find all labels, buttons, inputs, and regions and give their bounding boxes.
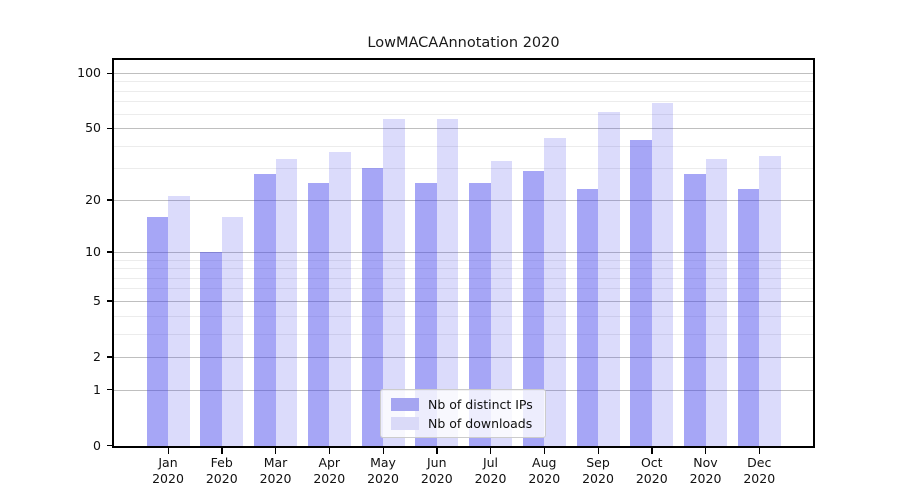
minor-gridline	[114, 90, 813, 92]
x-tick-mark	[436, 448, 438, 454]
minor-gridline	[114, 113, 813, 115]
legend-label-downloads: Nb of downloads	[428, 416, 533, 431]
x-tick-mark	[275, 448, 277, 454]
x-tick-mark	[490, 448, 492, 454]
x-tick-mark	[597, 448, 599, 454]
x-tick-label: Dec 2020	[743, 455, 776, 486]
legend-item-downloads: Nb of downloads	[391, 414, 537, 433]
x-tick-label: Sep 2020	[582, 455, 614, 486]
x-tick-label: Feb 2020	[205, 455, 238, 486]
bar-distinct-ips	[307, 182, 330, 446]
x-tick-label: May 2020	[367, 455, 399, 486]
y-tick-mark	[107, 251, 113, 253]
x-tick-mark	[651, 448, 653, 454]
x-tick-mark	[221, 448, 223, 454]
minor-gridline	[114, 288, 813, 290]
minor-gridline	[114, 315, 813, 317]
bar-distinct-ips	[737, 188, 760, 446]
bar-downloads	[168, 196, 190, 446]
y-tick-label: 20	[85, 191, 101, 207]
bar-distinct-ips	[415, 182, 437, 446]
major-gridline	[114, 73, 813, 74]
legend-swatch-distinct-ips	[391, 398, 419, 411]
legend-swatch-downloads	[391, 417, 419, 430]
bar-distinct-ips	[469, 182, 491, 446]
bar-distinct-ips	[576, 188, 598, 446]
x-tick-mark	[382, 448, 384, 454]
bar-distinct-ips	[630, 140, 652, 446]
y-tick-label: 10	[85, 243, 101, 259]
x-tick-label: Aug 2020	[528, 455, 561, 486]
y-tick-mark	[107, 356, 113, 358]
y-tick-label: 50	[85, 120, 101, 136]
y-tick-label: 1	[93, 381, 101, 397]
major-gridline	[114, 300, 813, 302]
bar-distinct-ips	[200, 251, 222, 446]
y-tick-mark	[107, 389, 113, 391]
bar-distinct-ips	[684, 173, 706, 446]
x-tick-label: Jan 2020	[152, 455, 184, 486]
bar-downloads	[383, 119, 405, 446]
minor-gridline	[114, 277, 813, 279]
x-tick-label: Apr 2020	[313, 455, 346, 486]
minor-gridline	[114, 259, 813, 261]
x-tick-mark	[167, 448, 169, 454]
major-gridline	[114, 199, 813, 201]
minor-gridline	[114, 101, 813, 103]
minor-gridline	[114, 145, 813, 147]
y-tick-mark	[107, 72, 113, 74]
y-tick-mark	[107, 199, 113, 201]
major-gridline	[114, 251, 813, 253]
x-tick-mark	[543, 448, 546, 454]
plot-area: Nb of distinct IPs Nb of downloads	[112, 58, 815, 448]
y-tick-label: 5	[93, 292, 101, 308]
bar-downloads	[651, 102, 674, 446]
x-tick-mark	[758, 448, 761, 454]
legend-label-distinct-ips: Nb of distinct IPs	[428, 397, 533, 412]
bar-downloads	[705, 158, 727, 446]
y-tick-mark	[107, 127, 113, 130]
y-tick-label: 0	[93, 437, 101, 453]
chart-title: LowMACAAnnotation 2020	[367, 35, 560, 51]
legend: Nb of distinct IPs Nb of downloads	[380, 389, 546, 438]
major-gridline	[114, 356, 813, 358]
x-tick-label: Jun 2020	[420, 455, 453, 486]
x-tick-label: Oct 2020	[635, 455, 668, 486]
bar-downloads	[329, 151, 351, 446]
bar-distinct-ips	[254, 173, 276, 446]
bar-downloads	[221, 216, 244, 446]
bar-distinct-ips	[146, 216, 168, 446]
y-tick-label: 2	[93, 348, 101, 364]
minor-gridline	[114, 333, 813, 335]
x-tick-label: Nov 2020	[689, 455, 722, 486]
y-tick-mark	[107, 445, 113, 447]
y-tick-mark	[107, 300, 113, 302]
bar-downloads	[436, 119, 459, 446]
x-tick-mark	[328, 448, 331, 454]
bar-downloads	[759, 156, 781, 446]
minor-gridline	[114, 168, 813, 170]
major-gridline	[114, 128, 813, 130]
bar-downloads	[598, 112, 620, 446]
y-tick-label: 100	[77, 65, 101, 80]
minor-gridline	[114, 268, 813, 270]
x-tick-label: Mar 2020	[259, 455, 292, 486]
bar-downloads	[275, 158, 297, 446]
bar-distinct-ips	[522, 170, 545, 446]
x-tick-label: Jul 2020	[474, 455, 507, 486]
bar-downloads	[544, 138, 566, 446]
x-tick-mark	[705, 448, 707, 454]
bar-distinct-ips	[361, 168, 383, 446]
bar-downloads	[490, 160, 512, 446]
minor-gridline	[114, 81, 813, 83]
legend-item-distinct-ips: Nb of distinct IPs	[391, 395, 537, 414]
